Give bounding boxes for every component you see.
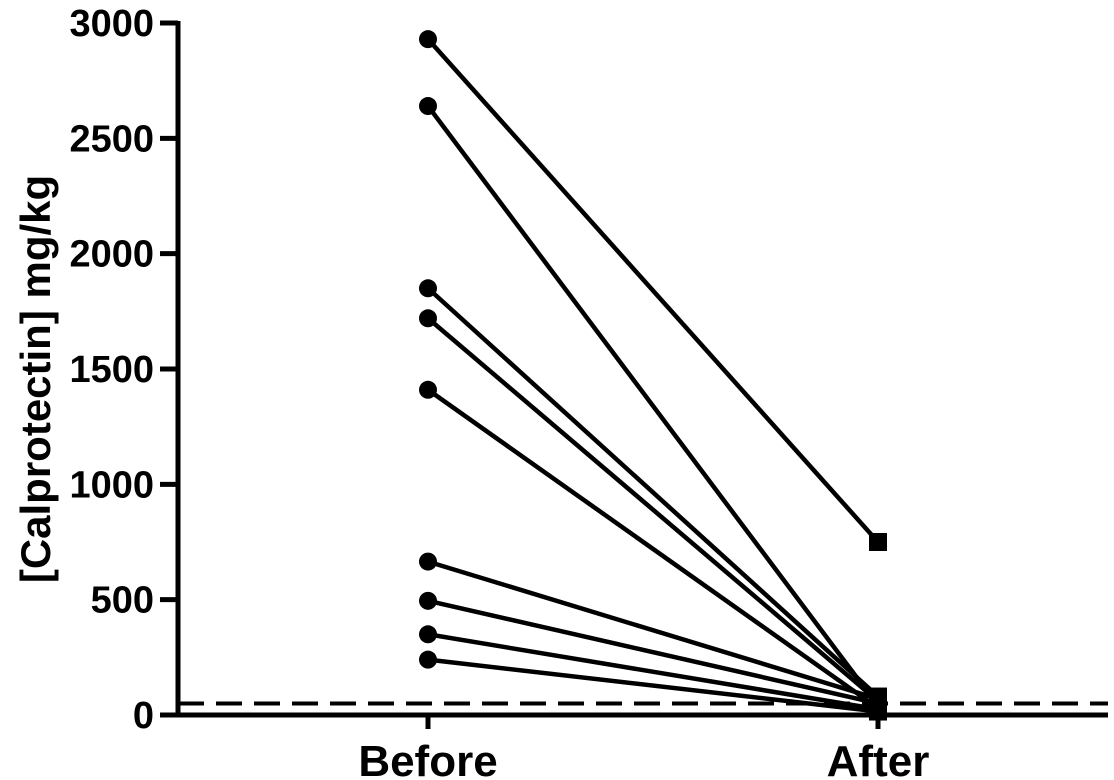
y-axis-title: [Calprotectin] mg/kg [12,175,59,583]
y-tick-label: 2000 [69,234,154,276]
series-line [426,316,880,703]
y-tick-label: 1500 [69,349,154,391]
after-point [869,533,887,551]
series-line [427,657,879,714]
x-axis-ticks: Before After [358,715,929,780]
before-point [419,552,437,571]
after-point [869,702,887,721]
series-line [427,598,879,706]
before-point [419,650,437,669]
y-axis-ticks: 0 500 1000 1500 2000 2500 3000 [69,3,178,737]
series-layer [419,30,887,721]
y-tick-label: 1000 [69,464,154,506]
series-line [427,559,879,702]
x-category-label: After [827,737,930,780]
before-point [419,30,437,49]
series-line [426,104,880,708]
y-tick-label: 3000 [69,3,154,45]
series-line [426,286,880,699]
x-category-label: Before [358,737,497,780]
y-tick-label: 0 [133,695,154,737]
before-point [419,97,437,116]
series-line [426,387,880,710]
y-tick-label: 500 [91,580,154,622]
before-point [419,380,437,399]
series-line [426,37,880,544]
before-point [419,591,437,610]
series-line [427,632,879,712]
before-point [419,279,437,298]
before-point [419,309,437,328]
y-tick-label: 2500 [69,118,154,160]
before-point [419,625,437,644]
